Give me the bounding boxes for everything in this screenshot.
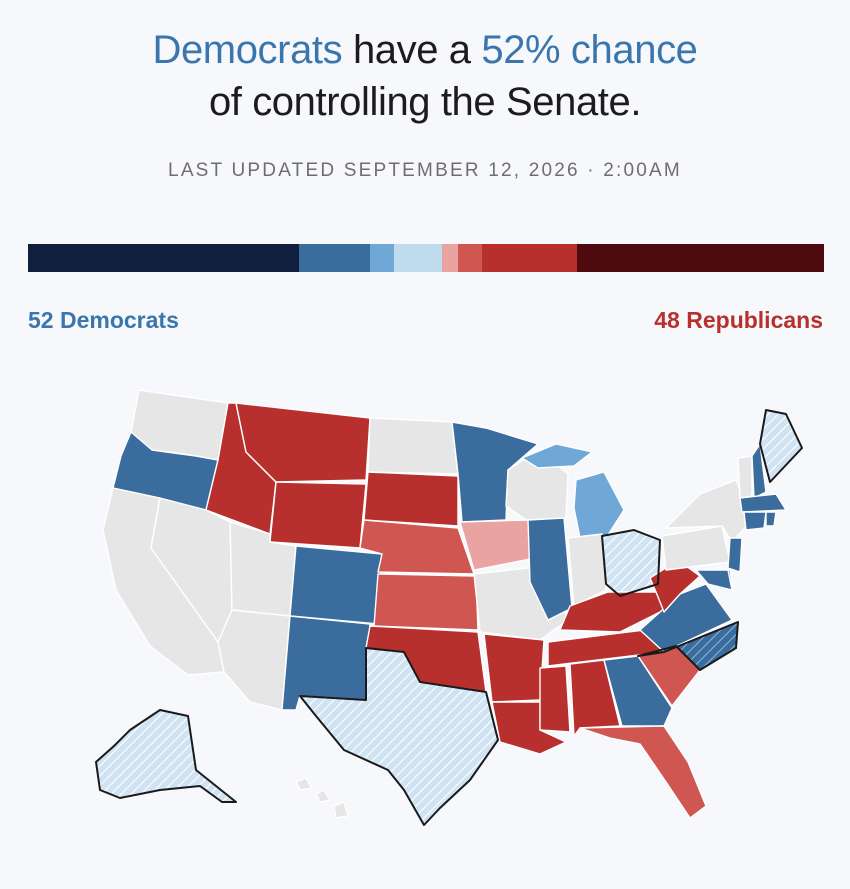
state-ks[interactable] <box>373 573 479 631</box>
state-co[interactable] <box>289 545 383 625</box>
state-sd[interactable] <box>363 471 459 527</box>
last-updated: LAST UPDATED SEPTEMBER 12, 2026 · 2:00AM <box>168 160 682 181</box>
bar-segment-dem_lean <box>370 244 395 272</box>
state-ne[interactable] <box>359 519 475 575</box>
state-vt[interactable] <box>737 455 753 499</box>
state-ri[interactable] <box>765 511 777 527</box>
state-mt[interactable] <box>235 402 371 483</box>
state-ga[interactable] <box>603 655 673 727</box>
bar-segment-rep_safe <box>577 244 824 272</box>
state-ms[interactable] <box>539 665 571 733</box>
state-ak[interactable] <box>95 709 237 803</box>
state-ar[interactable] <box>483 633 545 703</box>
competitive-outline-tx <box>299 647 499 826</box>
headline-text-mid: have a <box>342 28 482 72</box>
dem-seat-count: 52 Democrats <box>28 307 179 333</box>
bar-segment-rep_tilt <box>441 244 458 272</box>
competitive-outline-nc <box>637 621 739 671</box>
rep-seat-count: 48 Republicans <box>654 307 823 333</box>
state-nm[interactable] <box>281 615 371 711</box>
bar-segment-dem_tilt <box>394 244 442 272</box>
headline: Democrats have a 52% chance of controlli… <box>0 24 850 128</box>
state-hi[interactable] <box>295 777 349 819</box>
state-pa[interactable] <box>661 525 731 571</box>
state-nh[interactable] <box>751 443 767 499</box>
state-ma[interactable] <box>739 493 787 513</box>
state-mi-l[interactable] <box>573 471 625 539</box>
us-senate-map <box>95 389 803 826</box>
state-il[interactable] <box>527 517 573 621</box>
state-nj[interactable] <box>727 537 743 573</box>
bar-segment-dem_likely <box>298 244 371 272</box>
state-az[interactable] <box>217 609 291 711</box>
state-fl[interactable] <box>579 725 707 819</box>
seat-probability-bar <box>28 244 824 272</box>
state-md[interactable] <box>695 569 733 591</box>
bar-segment-rep_likely <box>481 244 578 272</box>
state-wy[interactable] <box>269 481 367 549</box>
headline-line-1: Democrats have a 52% chance <box>0 24 850 76</box>
bar-segment-rep_lean <box>457 244 482 272</box>
headline-chance: 52% chance <box>481 28 698 72</box>
competitive-outline-me <box>759 409 803 483</box>
state-in[interactable] <box>567 533 607 607</box>
state-ct[interactable] <box>743 511 767 531</box>
headline-party: Democrats <box>152 28 343 72</box>
headline-line-2: of controlling the Senate. <box>208 80 642 124</box>
bar-segment-dem_safe <box>28 244 299 272</box>
state-mi-u[interactable] <box>521 443 593 469</box>
competitive-outline-oh <box>601 529 661 597</box>
competitive-outline-ak <box>95 709 237 803</box>
state-nd[interactable] <box>367 417 459 475</box>
